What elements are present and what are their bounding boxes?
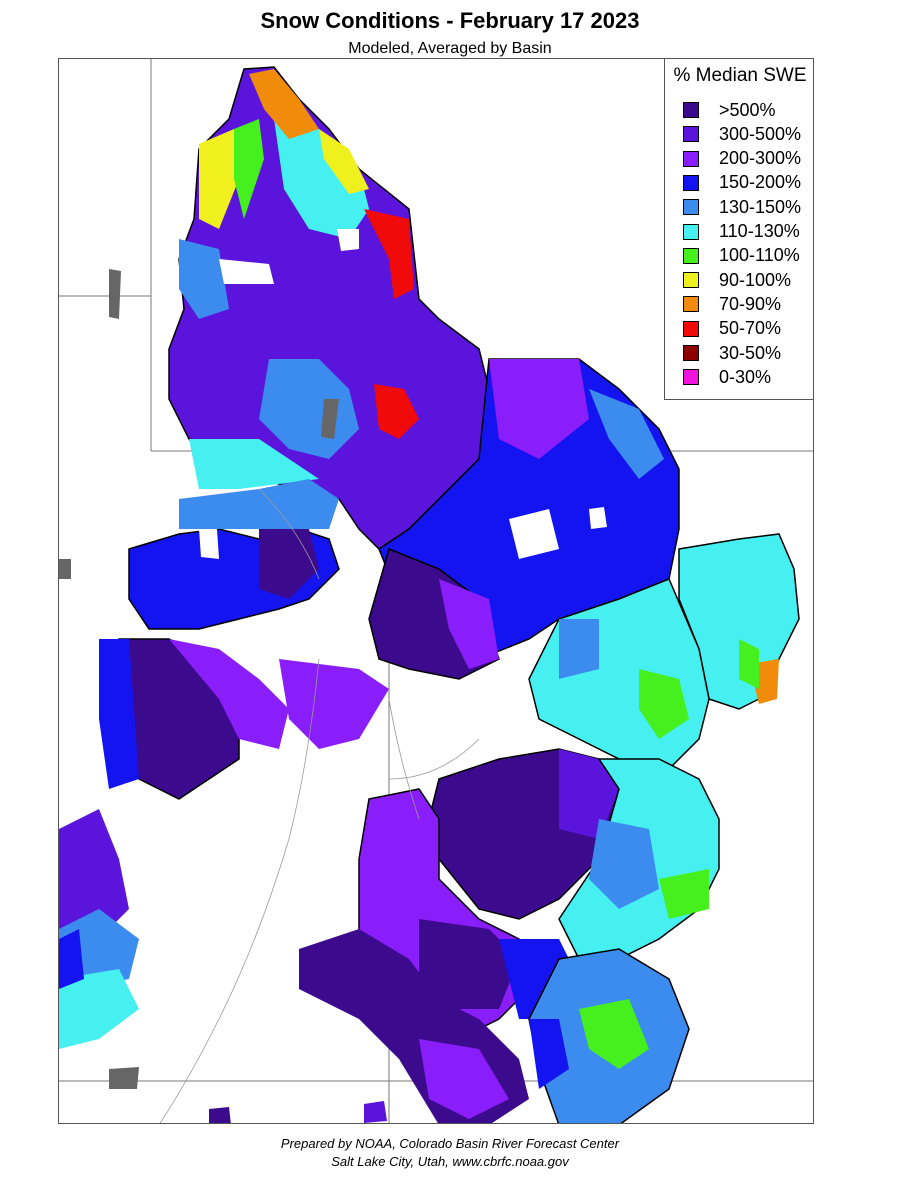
legend-swatch (683, 223, 699, 240)
legend-swatch (683, 272, 699, 289)
legend-label: 130-150% (719, 196, 802, 217)
legend-label: >500% (719, 99, 776, 120)
lakes (59, 269, 339, 1089)
legend-item: 0-30% (683, 366, 771, 388)
legend-swatch (683, 174, 699, 191)
legend-swatch (683, 102, 699, 118)
legend-label: 150-200% (719, 172, 802, 193)
legend-swatch (683, 296, 699, 313)
rivers (159, 488, 480, 1123)
legend-label: 300-500% (719, 123, 802, 144)
basin-map-graphic (59, 59, 813, 1123)
legend-label: 50-70% (719, 318, 782, 339)
legend-label: 30-50% (719, 342, 782, 363)
map-title: Snow Conditions - February 17 2023 (260, 8, 640, 33)
legend-label: 110-130% (719, 221, 800, 241)
legend-item: 50-70% (683, 318, 781, 340)
legend-item: 300-500% (683, 123, 801, 145)
legend-item: 90-100% (683, 269, 791, 291)
legend-label: 0-30% (719, 366, 772, 387)
legend-swatch (683, 369, 699, 386)
legend-swatch (683, 126, 699, 143)
snow-map (58, 58, 814, 1124)
legend: % Median SWE >500% 300-500% 200-300% 150-20… (664, 58, 814, 400)
credit-line-1: Prepared by NOAA, Colorado Basin River F… (280, 1136, 620, 1151)
legend-swatch (683, 199, 699, 216)
legend-item: 130-150% (683, 196, 801, 218)
legend-swatch (683, 320, 699, 337)
legend-label: 90-100% (719, 269, 792, 290)
credit-line-2: Salt Lake City, Utah, www.cbrfc.noaa.gov (331, 1154, 569, 1169)
legend-label: 100-110% (719, 245, 800, 266)
legend-title: % Median SWE (673, 65, 807, 86)
legend-item: 200-300% (683, 148, 801, 170)
map-subtitle: Modeled, Averaged by Basin (348, 40, 552, 57)
legend-item: 110-130% (683, 221, 800, 243)
legend-item: >500% (683, 99, 776, 121)
legend-label: 200-300% (719, 148, 802, 169)
legend-item: 70-90% (683, 293, 781, 315)
legend-swatch (683, 247, 699, 264)
legend-swatch (683, 150, 699, 167)
legend-swatch (683, 345, 699, 361)
legend-item: 30-50% (683, 342, 781, 364)
legend-item: 100-110% (683, 245, 800, 267)
legend-item: 150-200% (683, 172, 801, 194)
legend-label: 70-90% (719, 293, 782, 314)
